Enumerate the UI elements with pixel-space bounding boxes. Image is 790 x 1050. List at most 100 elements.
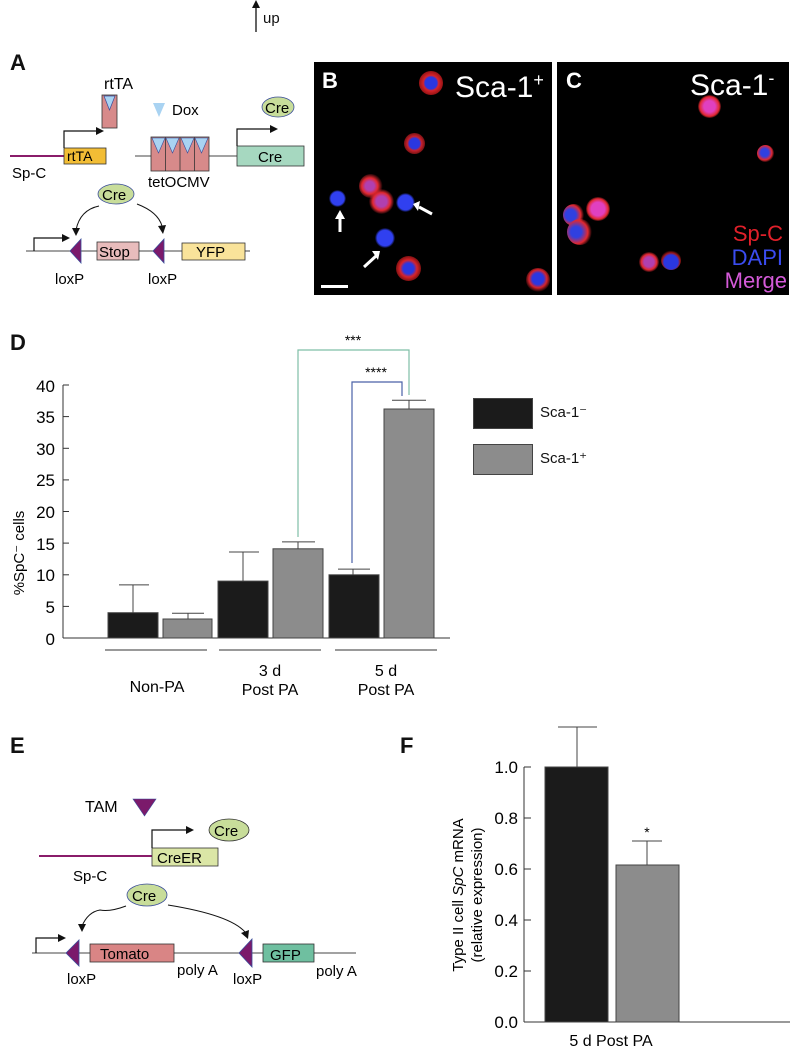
cell — [419, 71, 443, 95]
gfp-label: GFP — [270, 947, 301, 964]
loxp-2-icon — [152, 237, 165, 265]
loxp-1-icon — [65, 939, 80, 967]
spc-label: Sp-C — [12, 165, 46, 182]
cell — [396, 256, 421, 281]
loxp-2-icon — [238, 937, 253, 969]
bar-5d-sca1-neg — [328, 574, 380, 639]
svg-text:0.2: 0.2 — [494, 962, 518, 981]
channel-label-dapi: DAPI — [731, 245, 783, 270]
d-y-ticks: 0 5 10 15 20 25 30 35 40 — [36, 377, 69, 649]
transcription-arrow-icon — [151, 829, 188, 848]
loxp-1-icon — [69, 237, 82, 265]
f-y-axis-label-line2: (relative expression) — [469, 827, 486, 962]
significance-label-5d-neg-vs-pos: **** — [365, 364, 387, 380]
x-label-5d-line2: Post PA — [358, 682, 415, 699]
creer-box — [151, 847, 219, 867]
f-y-ticks: 0.0 0.2 0.4 0.6 0.8 1.0 — [494, 758, 531, 1032]
cre-recombinase-ellipse — [126, 883, 168, 907]
panel-e-letter: E — [10, 733, 25, 758]
cell — [567, 219, 593, 245]
cell-spc-negative — [396, 193, 415, 212]
dox-triangle-icon — [153, 103, 165, 117]
x-label-5d-line1: 5 d — [375, 663, 397, 680]
svg-text:0.4: 0.4 — [494, 911, 518, 930]
transcription-arrow-icon — [33, 237, 64, 251]
loxp-1-label: loxP — [55, 271, 84, 288]
cre-action-arrow-right — [136, 203, 163, 227]
yfp-label: YFP — [196, 244, 225, 261]
creer-label: CreER — [157, 850, 202, 867]
cell — [661, 250, 681, 270]
cell — [526, 268, 550, 292]
transcription-arrow-icon — [35, 937, 60, 953]
cre-protein-label: Cre — [214, 823, 238, 840]
cell — [757, 145, 774, 162]
rtta-protein-label: rtTA — [104, 76, 133, 93]
svg-text:25: 25 — [36, 471, 55, 490]
legend-label-sca1-pos: Sca-1⁺ — [540, 450, 588, 467]
tam-label: TAM — [85, 799, 118, 816]
cre-protein-ellipse — [208, 818, 250, 842]
micrograph-sca1-positive: B Sca-1+ — [314, 62, 552, 295]
f-y-axis-label-line1: Type II cell SpC mRNA — [450, 818, 467, 971]
panel-f-bar-chart: Type II cell SpC mRNA (relative expressi… — [450, 726, 790, 1050]
stop-box — [96, 241, 140, 261]
cre-gene-label: Cre — [258, 149, 282, 166]
svg-text:40: 40 — [36, 377, 55, 396]
cre-gene-box — [236, 145, 305, 167]
panel-b-title: Sca-1+ — [455, 70, 544, 104]
tetocmv-label: tetOCMV — [148, 174, 210, 191]
significance-bracket-5d-neg-vs-pos — [351, 381, 403, 563]
rtta-binding-triangle-icon — [103, 95, 116, 111]
polya-2-label: poly A — [316, 963, 357, 980]
cre-action-arrow-right — [167, 904, 246, 933]
cre-recombinase-label: Cre — [102, 187, 126, 204]
cre-action-arrow-left — [81, 905, 127, 927]
f-bars — [544, 726, 680, 1023]
bar-nonpa-sca1-pos — [162, 618, 213, 639]
cell-spc-negative — [329, 190, 346, 207]
up-arrow-icon — [252, 0, 260, 32]
up-label: up — [263, 10, 280, 27]
bar-sca1-neg — [544, 766, 609, 1023]
d-y-axis-label: %SpC⁻ cells — [11, 511, 28, 596]
x-label-3d-line2: Post PA — [242, 682, 299, 699]
polya-1-label: poly A — [177, 962, 218, 979]
orientation-marker: up — [250, 0, 310, 34]
significance-label-3d-vs-5d: *** — [345, 332, 362, 348]
channel-label-spc: Sp-C — [732, 221, 783, 246]
cell — [369, 189, 394, 214]
panel-d-letter: D — [10, 330, 26, 355]
f-significance-label: * — [644, 824, 650, 840]
bar-sca1-pos — [615, 864, 680, 1023]
f-x-label: 5 d Post PA — [569, 1033, 653, 1050]
cell — [404, 133, 425, 154]
yfp-box — [181, 242, 246, 261]
bar-3d-sca1-pos — [272, 548, 324, 639]
svg-text:0.0: 0.0 — [494, 1013, 518, 1032]
svg-text:0.6: 0.6 — [494, 860, 518, 879]
transcription-arrow-icon — [63, 130, 98, 148]
micrograph-sca1-negative: C Sca-1- Sp-C DAPI Merge — [557, 62, 789, 295]
channel-label-merge: Merge — [724, 268, 787, 293]
legend-swatch-sca1-pos — [473, 444, 533, 475]
tomato-box — [89, 943, 175, 963]
stop-label: Stop — [99, 244, 130, 261]
tam-triangle-icon — [132, 798, 157, 817]
panel-e-diagram: TAM CreER Sp-C Cre Cre Tomato GFP poly A… — [32, 798, 357, 988]
rtta-gene-box — [63, 147, 107, 165]
panel-d-bar-chart: %SpC⁻ cells 0 5 10 15 20 25 30 35 40 ***… — [11, 332, 450, 699]
loxp-2-label: loxP — [233, 971, 262, 988]
rtta-gene-label: rtTA — [67, 148, 93, 164]
panel-a-diagram: rtTA rtTA Sp-C Dox tetOCMV Cre Cre Cre S… — [10, 76, 305, 288]
legend-swatch-sca1-neg — [473, 398, 533, 429]
svg-text:1.0: 1.0 — [494, 758, 518, 777]
d-bars — [107, 399, 435, 639]
svg-text:10: 10 — [36, 566, 55, 585]
cre-protein-ellipse — [261, 96, 295, 118]
d-x-tick-labels: Non-PA 3 d Post PA 5 d Post PA — [130, 663, 415, 699]
panel-a-letter: A — [10, 50, 26, 75]
cell-spc-negative — [375, 228, 395, 248]
white-arrow-icon — [362, 254, 378, 269]
significance-bracket-3d-vs-5d — [297, 349, 410, 537]
